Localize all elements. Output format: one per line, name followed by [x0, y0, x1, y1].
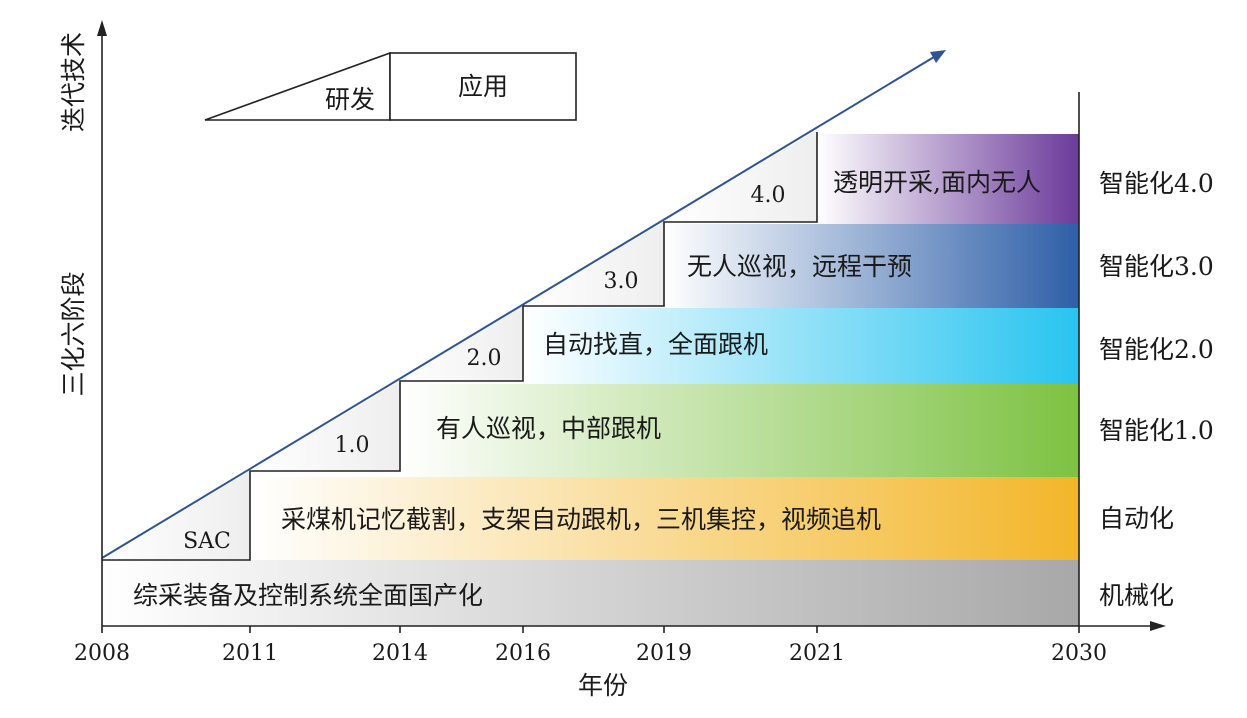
- legend-application-shape: [389, 52, 577, 121]
- level-label-mechanization: 机械化: [1099, 581, 1174, 610]
- step-3-shape: [523, 222, 664, 306]
- band-text-mechanization: 综采装备及控制系统全面国产化: [133, 581, 483, 610]
- y-axis-label-lower: 三化六阶段: [59, 271, 88, 396]
- step-1-shape: [250, 381, 400, 471]
- x-tick-label: 2021: [789, 641, 845, 666]
- step-label-4: 4.0: [751, 183, 786, 208]
- x-tick-label: 2008: [74, 641, 130, 666]
- x-axis-arrow: [1150, 621, 1166, 631]
- band-intelligent-3: [664, 224, 1079, 308]
- legend-research-label: 研发: [325, 85, 375, 114]
- level-label-intelligent-2: 智能化2.0: [1099, 335, 1214, 364]
- trend-arrow-line: [101, 56, 935, 559]
- band-text-intelligent-2: 自动找直，全面跟机: [543, 330, 768, 359]
- band-text-intelligent-1: 有人巡视，中部跟机: [436, 414, 661, 443]
- step-lines: [102, 132, 818, 561]
- y-axis-label-upper: 迭代技术: [59, 32, 88, 132]
- level-label-intelligent-1: 智能化1.0: [1099, 416, 1214, 445]
- x-tick-label: 2014: [372, 641, 428, 666]
- trend-arrow-head: [930, 50, 946, 63]
- step-label-2: 2.0: [467, 346, 502, 371]
- x-axis-ticks: [101, 626, 1080, 633]
- step-label-sac: SAC: [183, 529, 231, 554]
- band-text-automation: 采煤机记忆截割，支架自动跟机，三机集控，视频追机: [281, 505, 881, 534]
- legend-application-label: 应用: [458, 72, 508, 101]
- x-axis-label: 年份: [578, 671, 628, 700]
- x-tick-label: 2011: [222, 641, 278, 666]
- band-intelligent-2: [523, 308, 1079, 384]
- band-text-intelligent-3: 无人巡视，远程干预: [687, 252, 912, 281]
- level-label-automation: 自动化: [1099, 504, 1174, 533]
- step-4-shape: [664, 130, 817, 222]
- x-tick-label: 2019: [636, 641, 692, 666]
- step-2-shape: [400, 306, 523, 381]
- step-label-1: 1.0: [335, 433, 370, 458]
- band-automation: [250, 477, 1079, 560]
- band-text-intelligent-4: 透明开采,面内无人: [833, 168, 1041, 197]
- x-tick-label: 2030: [1051, 641, 1107, 666]
- x-tick-label: 2016: [495, 641, 551, 666]
- band-intelligent-4: [817, 134, 1079, 224]
- y-axis-arrow: [97, 20, 107, 36]
- step-sac-shape: [102, 471, 250, 560]
- level-label-intelligent-4: 智能化4.0: [1099, 169, 1214, 198]
- level-label-intelligent-3: 智能化3.0: [1099, 252, 1214, 281]
- band-mechanization: [102, 560, 1079, 626]
- band-intelligent-1: [400, 384, 1079, 477]
- step-label-3: 3.0: [604, 269, 639, 294]
